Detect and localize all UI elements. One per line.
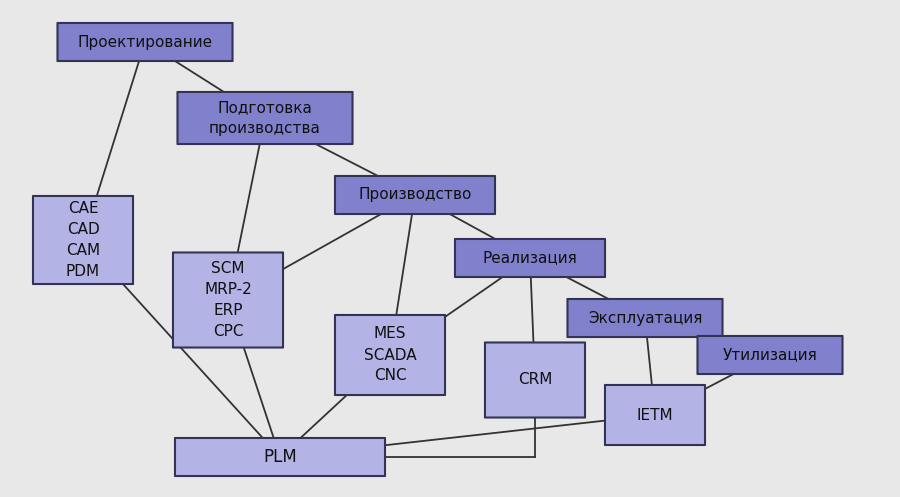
Text: Эксплуатация: Эксплуатация [588,311,702,326]
Text: PLM: PLM [263,448,297,466]
Text: IETM: IETM [636,408,673,422]
FancyBboxPatch shape [177,92,353,144]
FancyBboxPatch shape [485,342,585,417]
FancyBboxPatch shape [175,438,385,476]
Text: SCM
MRP-2
ERP
CPC: SCM MRP-2 ERP CPC [204,261,252,339]
FancyBboxPatch shape [335,176,495,214]
FancyBboxPatch shape [173,252,283,347]
Text: CRM: CRM [518,372,553,388]
FancyBboxPatch shape [33,196,133,284]
Text: Производство: Производство [358,187,472,202]
FancyBboxPatch shape [455,239,605,277]
Text: Проектирование: Проектирование [77,34,212,50]
Text: MES
SCADA
CNC: MES SCADA CNC [364,327,417,384]
Text: Реализация: Реализация [482,250,578,265]
Text: Подготовка
производства: Подготовка производства [209,100,321,136]
FancyBboxPatch shape [335,315,445,395]
FancyBboxPatch shape [605,385,705,445]
Text: Утилизация: Утилизация [723,347,817,362]
Text: CAE
CAD
CAM
PDM: CAE CAD CAM PDM [66,201,100,279]
FancyBboxPatch shape [698,336,842,374]
FancyBboxPatch shape [58,23,232,61]
FancyBboxPatch shape [568,299,723,337]
